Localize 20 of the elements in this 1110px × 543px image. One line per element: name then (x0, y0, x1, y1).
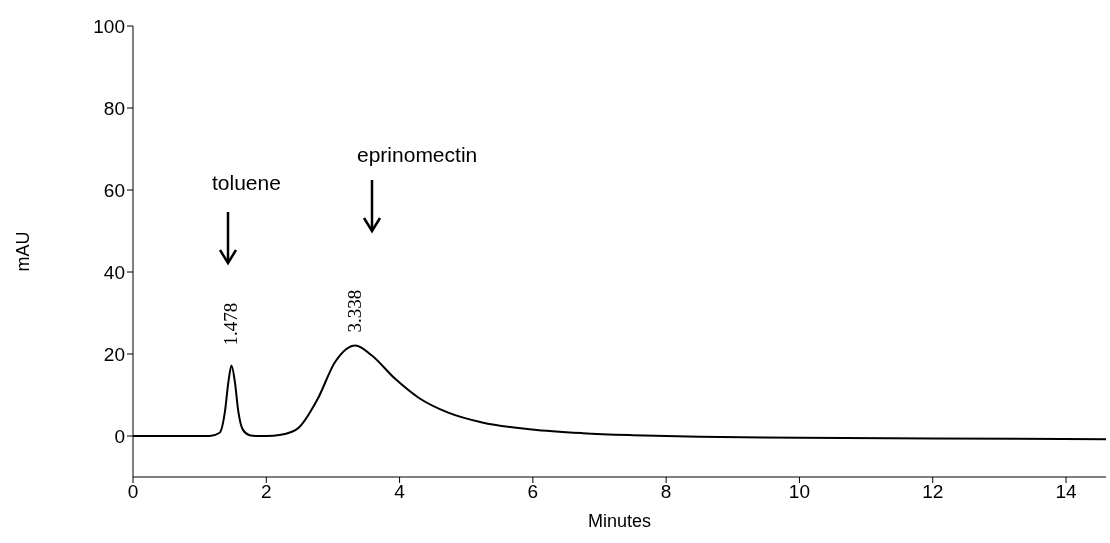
y-tick-label: 60 (103, 179, 125, 201)
x-tick-label: 8 (660, 481, 672, 503)
y-tick-label: 0 (114, 425, 125, 447)
x-tick-label: 2 (261, 481, 272, 503)
annotation: eprinomectin (357, 143, 478, 166)
x-tick-label: 12 (922, 481, 944, 503)
y-axis-title: mAU (13, 231, 34, 272)
x-tick-label: 0 (127, 481, 139, 503)
annotation: 3.338 (344, 289, 366, 333)
x-tick-label: 6 (527, 481, 539, 503)
x-axis-title: Minutes (587, 511, 652, 531)
annotation: 1.478 (220, 302, 242, 346)
x-tick-label: 14 (1055, 481, 1078, 503)
y-tick-label: 40 (103, 261, 125, 283)
y-tick-label: 80 (103, 97, 125, 119)
y-tick-label: 100 (93, 15, 125, 37)
x-tick-label: 4 (394, 481, 406, 503)
x-tick-label: 10 (788, 481, 811, 503)
y-tick-label: 20 (103, 343, 125, 365)
annotation: toluene (212, 171, 281, 194)
